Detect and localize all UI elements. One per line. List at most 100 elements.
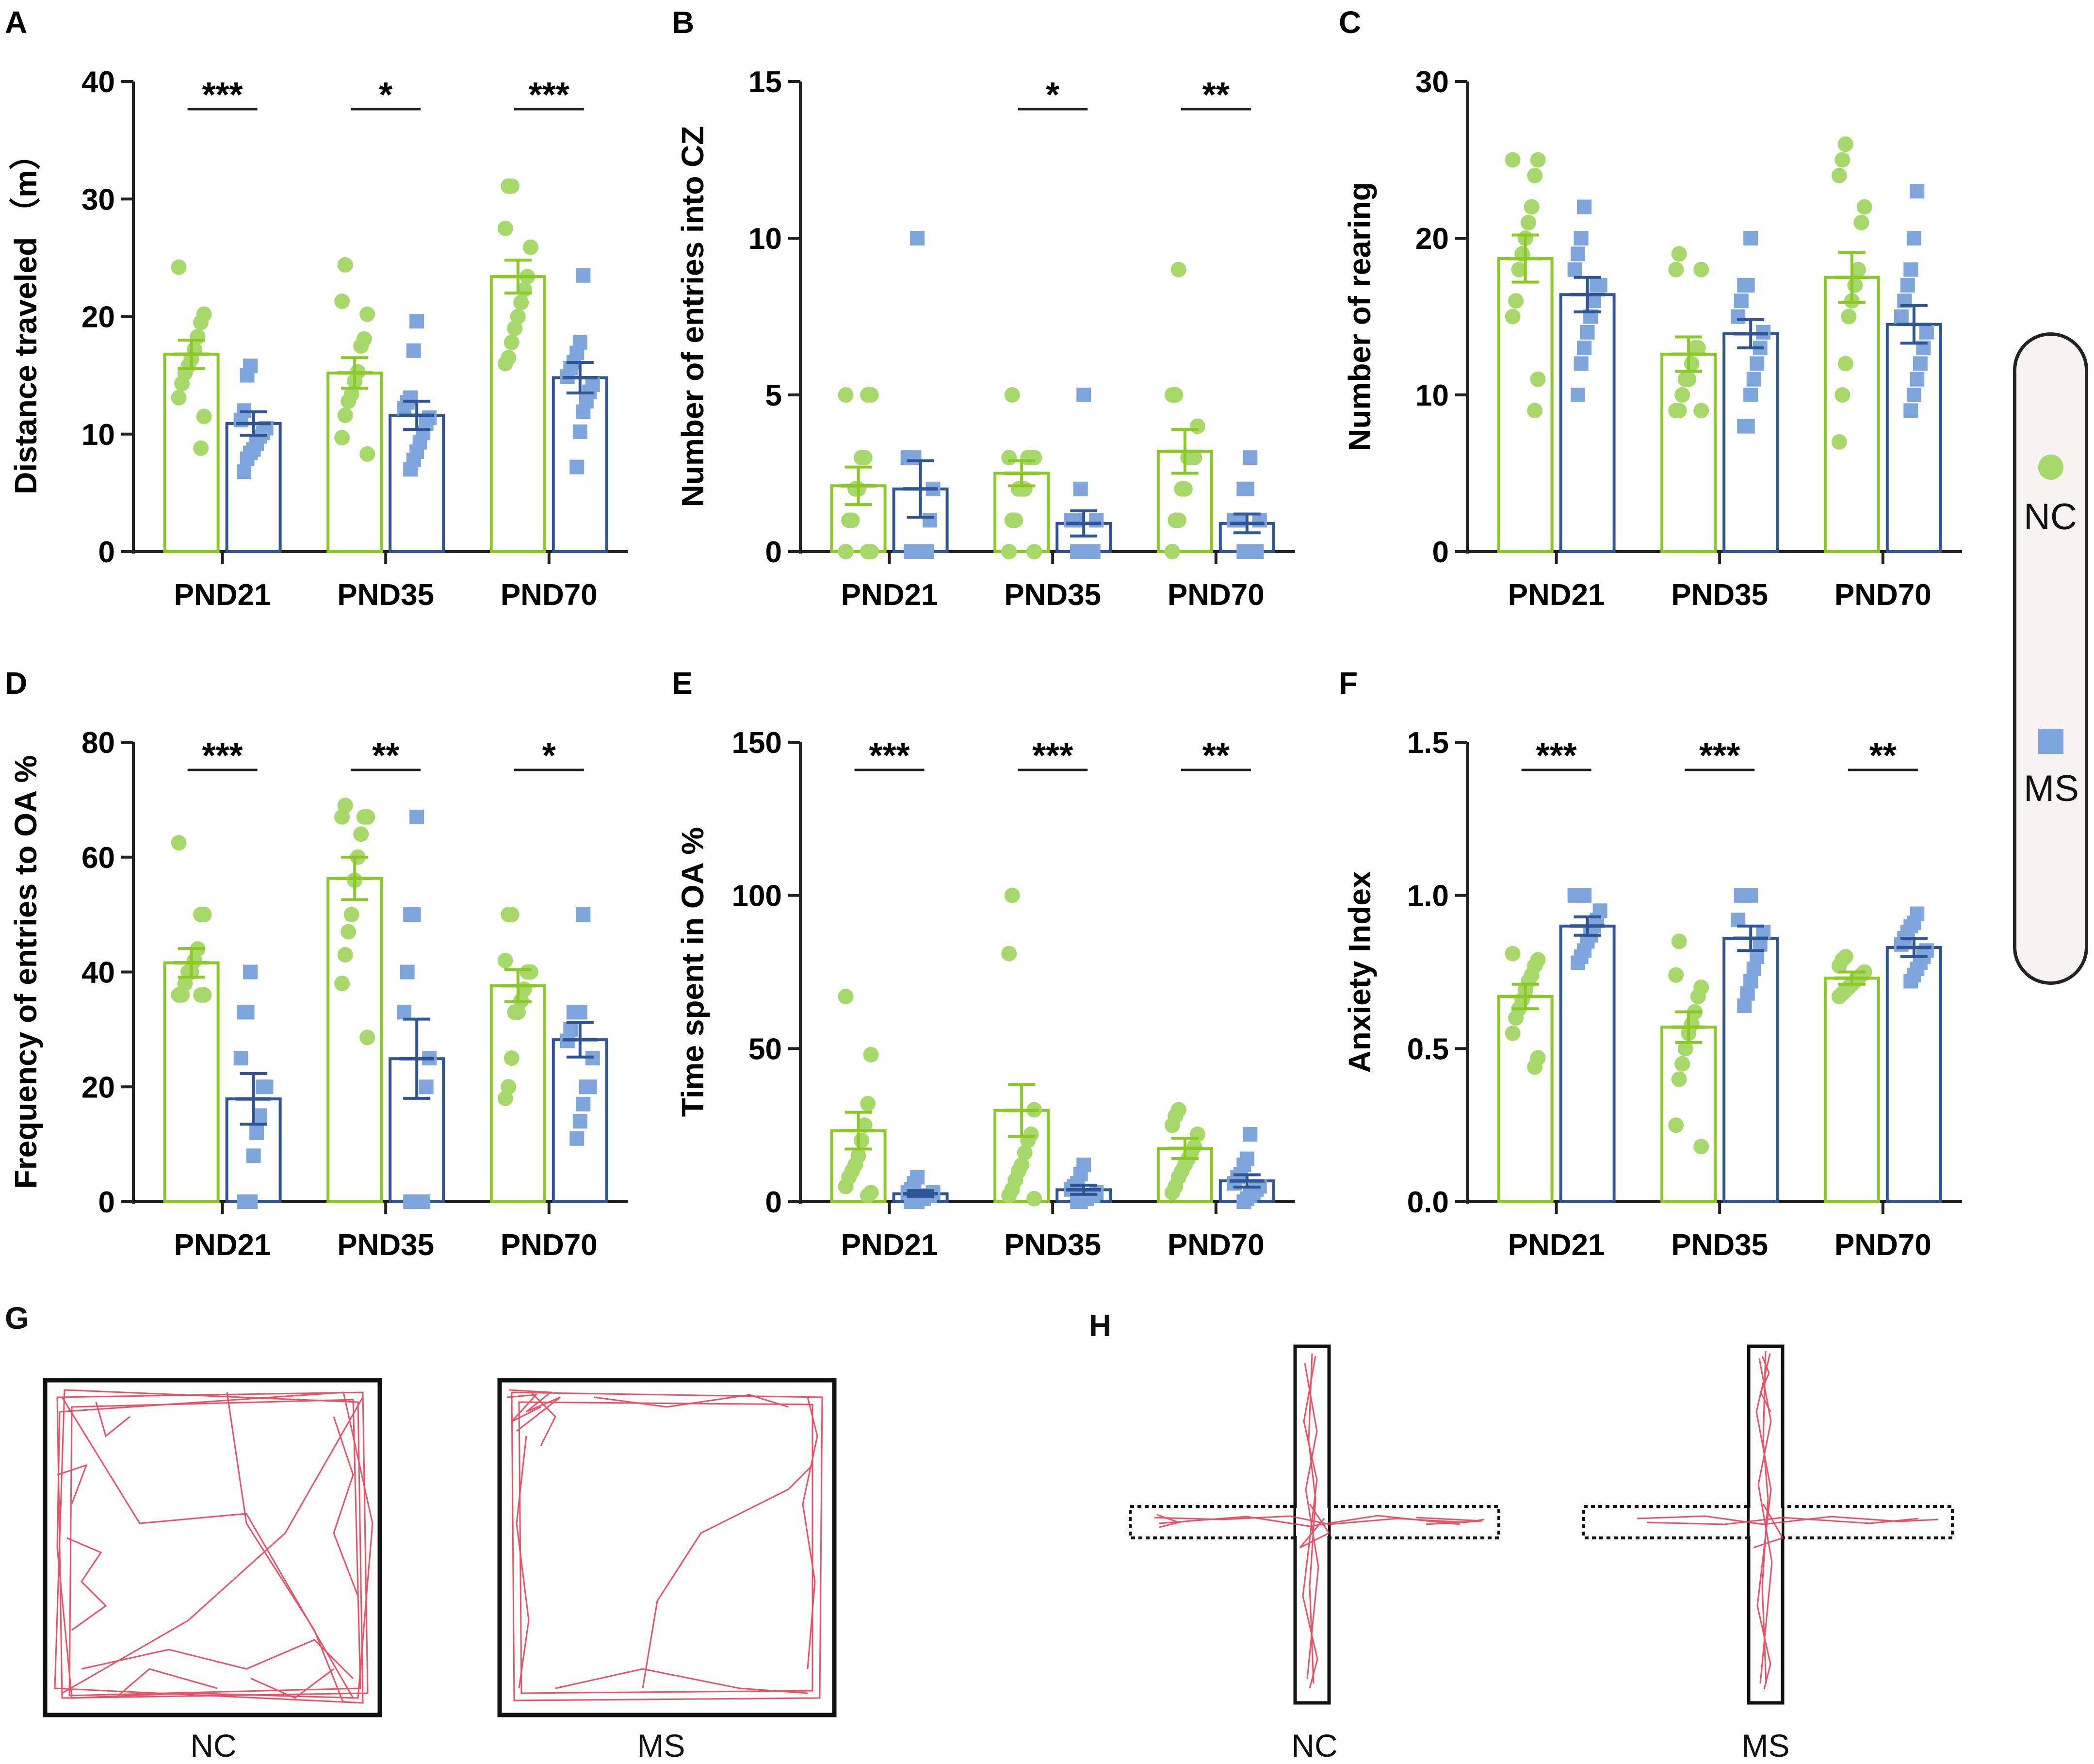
data-point-nc	[1837, 136, 1853, 152]
data-point-ms	[1567, 262, 1582, 277]
data-point-ms	[1243, 450, 1258, 465]
panel-label-f: F	[1339, 666, 1358, 701]
significance-stars: ***	[1536, 736, 1577, 775]
data-point-nc	[1671, 933, 1687, 949]
data-point-nc	[1831, 958, 1847, 974]
data-point-ms	[237, 1194, 252, 1209]
y-tick-label: 0.0	[1407, 1186, 1449, 1219]
x-tick-label: PND35	[1004, 578, 1101, 612]
data-point-ms	[1913, 356, 1928, 371]
x-tick-label: PND70	[1834, 1228, 1932, 1262]
y-tick-label: 20	[81, 1071, 115, 1104]
data-point-ms	[249, 1125, 264, 1140]
data-point-nc	[1521, 214, 1537, 230]
data-point-nc	[519, 964, 536, 980]
chart-panel-e: E 0 50 100 150 Time spent in OA % PND21 *** PND3…	[672, 666, 1295, 1262]
chart-panel-b: B 0 5 10 15 Number of entries into CZ PND21 PND…	[672, 5, 1295, 612]
data-point-ms	[569, 1131, 584, 1146]
bar-nc	[163, 961, 220, 1204]
data-point-ms	[1750, 356, 1765, 371]
data-point-nc	[1170, 261, 1186, 278]
data-point-ms	[397, 1005, 412, 1020]
y-tick-label: 10	[1415, 379, 1449, 412]
x-tick-label: PND70	[501, 1228, 598, 1262]
bar-nc	[1660, 1026, 1717, 1203]
significance-stars: **	[372, 736, 399, 775]
data-point-nc	[1505, 309, 1521, 325]
data-point-ms	[1910, 184, 1925, 199]
x-tick-label: PND21	[1508, 578, 1605, 612]
data-point-ms	[240, 451, 255, 466]
data-point-ms	[1580, 325, 1595, 340]
plus-maze-nc-track	[1129, 1344, 1500, 1705]
data-point-nc	[863, 1046, 879, 1062]
data-point-nc	[1690, 989, 1706, 1005]
data-point-ms	[1073, 481, 1088, 496]
data-point-nc	[1530, 152, 1546, 168]
data-point-nc	[1026, 1191, 1042, 1207]
data-point-nc	[1505, 1025, 1521, 1041]
legend-nc-label: NC	[2024, 496, 2077, 538]
data-point-nc	[196, 408, 212, 425]
data-point-nc	[171, 259, 187, 275]
data-point-ms	[240, 368, 255, 383]
panel-label-a: A	[5, 5, 27, 40]
chart-panel-a: A 0 10 20 30 40 Distance traveled （m） PND21 *** P…	[5, 5, 628, 612]
data-point-ms	[1743, 974, 1758, 989]
data-point-ms	[1236, 1194, 1251, 1209]
data-point-nc	[838, 387, 854, 403]
data-point-nc	[1001, 450, 1017, 466]
data-point-nc	[334, 809, 350, 825]
y-tick-label: 20	[1415, 222, 1449, 256]
significance-stars: *	[542, 736, 556, 775]
panel-label-h: H	[1089, 1308, 1112, 1343]
data-point-ms	[1089, 513, 1104, 528]
data-point-nc	[337, 407, 353, 423]
data-point-ms	[1070, 544, 1085, 559]
data-point-ms	[572, 1114, 587, 1129]
y-axis-title: Distance traveled （m）	[8, 139, 43, 494]
data-point-ms	[1590, 278, 1605, 293]
x-tick-label: PND21	[841, 1228, 938, 1262]
x-tick-label: PND35	[1671, 578, 1768, 612]
data-point-nc	[1001, 544, 1017, 559]
data-point-nc	[1853, 214, 1869, 230]
y-tick-label: 30	[1415, 65, 1449, 99]
panel-label-c: C	[1339, 5, 1361, 40]
data-point-nc	[1693, 1139, 1709, 1155]
data-point-ms	[1903, 403, 1918, 418]
data-point-nc	[171, 835, 187, 851]
data-point-nc	[510, 309, 526, 325]
data-point-nc	[841, 512, 857, 528]
y-tick-label: 0	[1432, 536, 1449, 569]
data-point-nc	[507, 320, 523, 336]
data-point-ms	[576, 404, 591, 419]
significance-stars: ***	[202, 736, 243, 775]
data-point-nc	[1001, 946, 1017, 962]
data-point-nc	[838, 1178, 854, 1194]
data-point-ms	[566, 1005, 581, 1020]
data-point-nc	[1508, 1010, 1524, 1026]
data-point-nc	[1527, 403, 1543, 419]
data-point-nc	[1831, 434, 1847, 450]
data-point-nc	[356, 809, 372, 825]
significance-stars: ***	[202, 76, 243, 114]
data-point-ms	[1076, 388, 1091, 402]
x-tick-label: PND21	[841, 578, 938, 612]
data-point-ms	[1243, 1127, 1258, 1142]
data-point-nc	[1527, 167, 1543, 183]
bar-nc	[1823, 977, 1880, 1204]
data-point-ms	[406, 343, 421, 358]
data-point-nc	[501, 907, 517, 923]
data-point-nc	[1026, 544, 1042, 559]
x-tick-label: PND35	[1671, 1228, 1768, 1262]
data-point-nc	[1837, 356, 1853, 372]
panel-label-g: G	[5, 1301, 29, 1336]
data-point-ms	[1070, 1194, 1085, 1209]
legend-ms-marker	[2038, 729, 2063, 754]
y-tick-label: 60	[81, 841, 115, 875]
open-field-nc-track	[43, 1378, 382, 1717]
data-point-ms	[1740, 986, 1755, 1001]
data-point-nc	[353, 826, 369, 842]
